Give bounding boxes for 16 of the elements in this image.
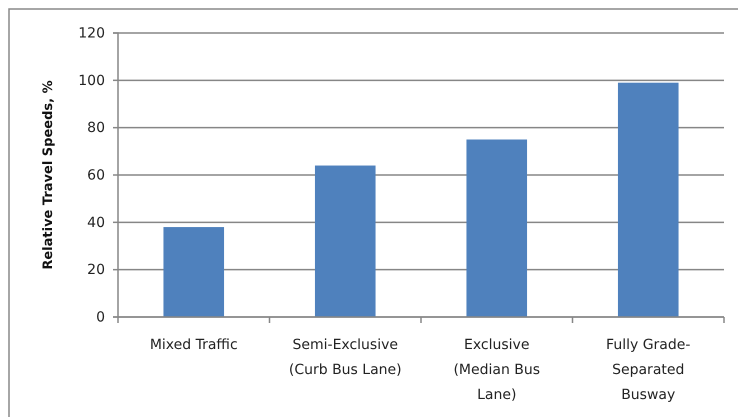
x-tick-label: Mixed Traffic: [150, 337, 238, 353]
y-tick-label: 80: [87, 120, 105, 136]
bar: [314, 166, 376, 317]
y-tick-label: 20: [87, 262, 105, 278]
y-tick-label: 120: [78, 25, 105, 42]
y-axis-title: Relative Travel Speeds, %: [41, 80, 56, 270]
x-tick-label: Exclusive (Median Bus Lane): [453, 337, 540, 403]
bar: [466, 140, 528, 317]
x-tick-label: Semi-Exclusive (Curb Bus Lane): [288, 337, 402, 378]
x-tick-label: Fully Grade- Separated Busway: [606, 337, 690, 403]
y-tick-label: 40: [87, 214, 105, 231]
bar: [618, 82, 679, 317]
y-tick-label: 100: [78, 72, 105, 89]
y-tick-label: 60: [87, 167, 105, 184]
bar: [163, 227, 224, 317]
y-tick-label: 0: [96, 309, 105, 326]
